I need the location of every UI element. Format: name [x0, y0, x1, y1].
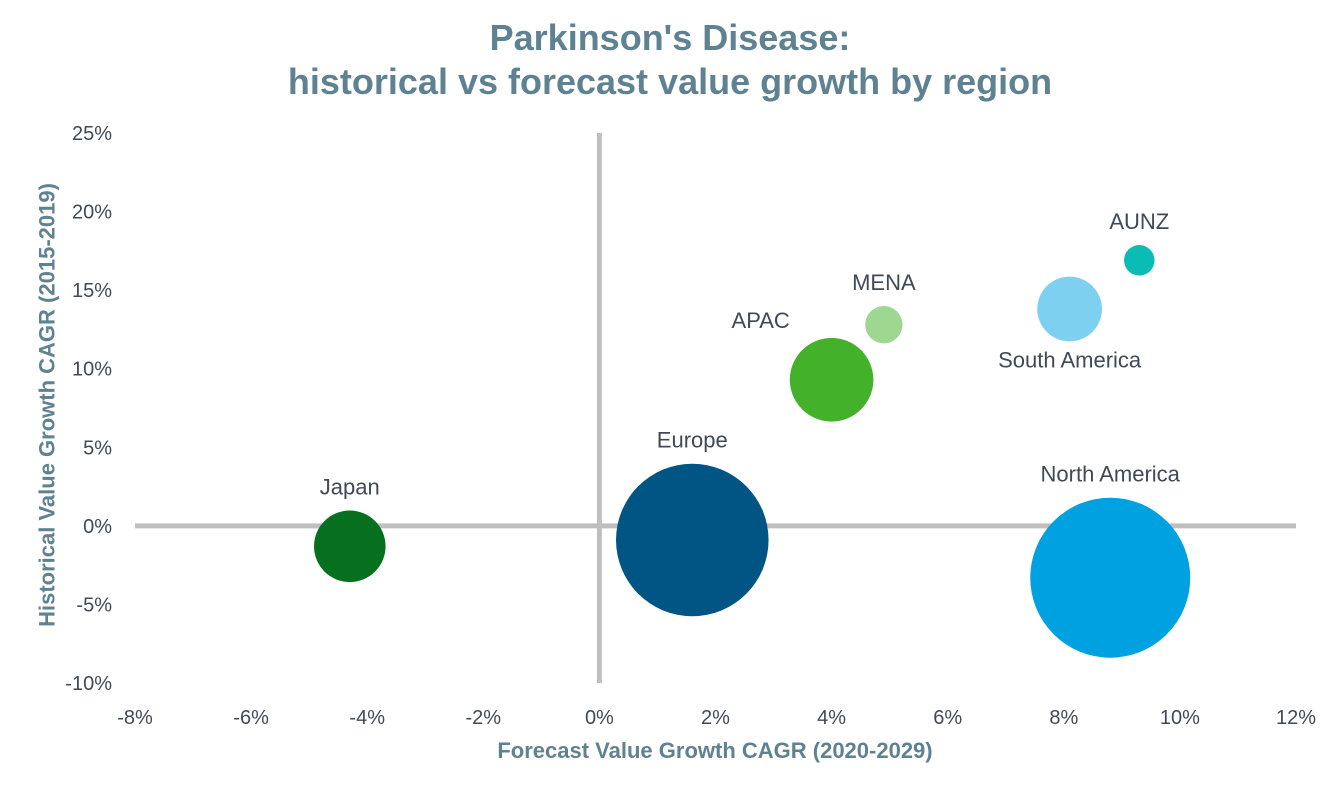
- bubble-japan: [314, 510, 386, 583]
- chart-title-line-2: historical vs forecast value growth by r…: [287, 61, 1053, 102]
- y-tick-label: 5%: [83, 437, 112, 459]
- x-axis-title: Forecast Value Growth CAGR (2020-2029): [497, 738, 932, 763]
- x-tick-label: -6%: [233, 707, 269, 729]
- x-tick-label: -8%: [117, 707, 153, 729]
- y-tick-label: -5%: [76, 594, 112, 616]
- y-axis-title: Historical Value Growth CAGR (2015-2019): [35, 183, 60, 627]
- bubble-label-mena: MENA: [852, 270, 916, 295]
- bubble-label-europe: Europe: [657, 428, 728, 453]
- y-tick-label: 20%: [72, 202, 112, 224]
- x-tick-label: 8%: [1049, 707, 1078, 729]
- x-tick-label: 2%: [701, 707, 730, 729]
- x-tick-label: 0%: [585, 707, 614, 729]
- bubble-label-japan: Japan: [320, 475, 380, 500]
- bubble-apac: [789, 337, 874, 422]
- bubbles: [314, 245, 1191, 658]
- tick-labels: -8% -6% -4% -2% 0% 2% 4% 6% 8% 10% 12% 25% 20% 15% 10%…: [65, 123, 1316, 729]
- y-tick-label: 15%: [72, 280, 112, 302]
- x-tick-label: -2%: [466, 707, 502, 729]
- y-tick-label: -10%: [65, 673, 112, 695]
- bubble-mena: [865, 306, 903, 344]
- bubble-south-america: [1037, 276, 1102, 342]
- x-tick-label: 4%: [817, 707, 846, 729]
- bubble-labels: Japan Europe APAC MENA South America AUNZ Nort…: [320, 209, 1181, 499]
- x-tick-label: 12%: [1276, 707, 1316, 729]
- bubble-north-america: [1030, 497, 1191, 658]
- x-tick-label: -4%: [349, 707, 385, 729]
- bubble-europe: [616, 463, 769, 617]
- x-tick-label: 10%: [1160, 707, 1200, 729]
- y-tick-label: 25%: [72, 123, 112, 145]
- chart-title-line-1: Parkinson's Disease:: [489, 17, 851, 58]
- y-tick-label: 0%: [83, 516, 112, 538]
- bubble-label-aunz: AUNZ: [1109, 209, 1169, 234]
- y-tick-label: 10%: [72, 359, 112, 381]
- bubble-label-apac: APAC: [732, 308, 790, 333]
- bubble-label-north-america: North America: [1041, 462, 1181, 487]
- bubble-label-south-america: South America: [998, 347, 1142, 372]
- x-tick-label: 6%: [933, 707, 962, 729]
- bubble-aunz: [1124, 245, 1155, 276]
